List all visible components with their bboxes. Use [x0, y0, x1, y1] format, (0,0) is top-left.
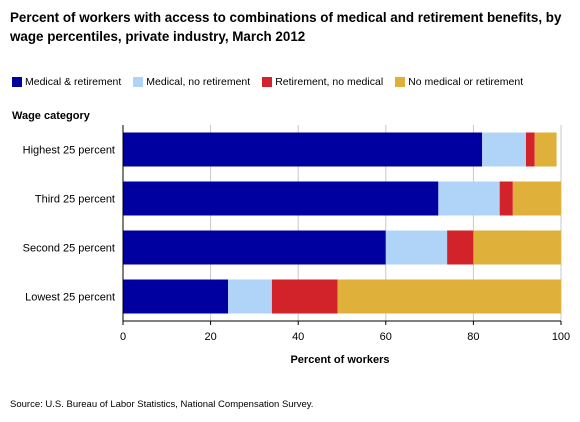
bar-second-25-percent-no-medical-or-retirement: [473, 230, 561, 265]
bar-second-25-percent-retirement-no-medical: [447, 230, 474, 265]
x-tick-label-40: 40: [292, 331, 304, 343]
bars: [123, 132, 561, 314]
legend-swatch-medical-and-retirement: [12, 77, 22, 87]
x-tick-label-20: 20: [204, 331, 216, 343]
legend-swatch-medical-no-retirement: [133, 77, 144, 87]
bar-second-25-percent-medical-no-retirement: [385, 230, 448, 265]
category-label-highest-25-percent: Highest 25 percent: [23, 145, 115, 157]
x-tick-label-0: 0: [120, 331, 126, 343]
legend-item-no-medical-or-retirement: No medical or retirement: [395, 76, 523, 88]
legend-item-retirement-no-medical: Retirement, no medical: [262, 76, 383, 88]
bar-lowest-25-percent-retirement-no-medical: [271, 279, 338, 314]
bar-highest-25-percent-medical-and-retirement: [123, 132, 483, 167]
legend: Medical & retirement Medical, no retirem…: [12, 74, 578, 90]
x-axis: 0 20 40 60 80 100: [120, 125, 570, 343]
bar-third-25-percent-no-medical-or-retirement: [512, 181, 561, 216]
x-tick-label-100: 100: [552, 331, 570, 343]
x-axis-label: Percent of workers: [290, 354, 389, 366]
legend-swatch-no-medical-or-retirement: [395, 77, 406, 87]
source-note: Source: U.S. Bureau of Labor Statistics,…: [10, 399, 314, 410]
category-label-third-25-percent: Third 25 percent: [35, 194, 115, 206]
legend-swatch-retirement-no-medical: [262, 77, 273, 87]
bar-third-25-percent-medical-and-retirement: [123, 181, 439, 216]
bar-third-25-percent-retirement-no-medical: [499, 181, 513, 216]
x-tick-label-80: 80: [467, 331, 479, 343]
x-tick-label-60: 60: [380, 331, 392, 343]
category-label-second-25-percent: Second 25 percent: [23, 243, 115, 255]
bar-highest-25-percent-no-medical-or-retirement: [534, 132, 557, 167]
legend-item-medical-no-retirement: Medical, no retirement: [133, 76, 250, 88]
bar-second-25-percent-medical-and-retirement: [123, 230, 386, 265]
legend-label-medical-no-retirement: Medical, no retirement: [146, 76, 251, 88]
bar-lowest-25-percent-no-medical-or-retirement: [337, 279, 561, 314]
stacked-bar-chart: Wage category Highest 25 percent Third 25…: [12, 110, 570, 366]
category-labels: Highest 25 percent Third 25 percent Second…: [23, 145, 115, 304]
bar-lowest-25-percent-medical-and-retirement: [123, 279, 229, 314]
legend-label-medical-and-retirement: Medical & retirement: [25, 76, 122, 88]
legend-label-no-medical-or-retirement: No medical or retirement: [408, 76, 524, 88]
bar-highest-25-percent-medical-no-retirement: [482, 132, 526, 167]
legend-label-retirement-no-medical: Retirement, no medical: [275, 76, 384, 88]
bar-third-25-percent-medical-no-retirement: [438, 181, 500, 216]
legend-item-medical-and-retirement: Medical & retirement: [12, 76, 121, 88]
bar-highest-25-percent-retirement-no-medical: [525, 132, 535, 167]
category-axis-label: Wage category: [12, 110, 91, 122]
bar-lowest-25-percent-medical-no-retirement: [228, 279, 272, 314]
chart-title: Percent of workers with access to combin…: [10, 10, 562, 44]
category-label-lowest-25-percent: Lowest 25 percent: [25, 292, 115, 304]
